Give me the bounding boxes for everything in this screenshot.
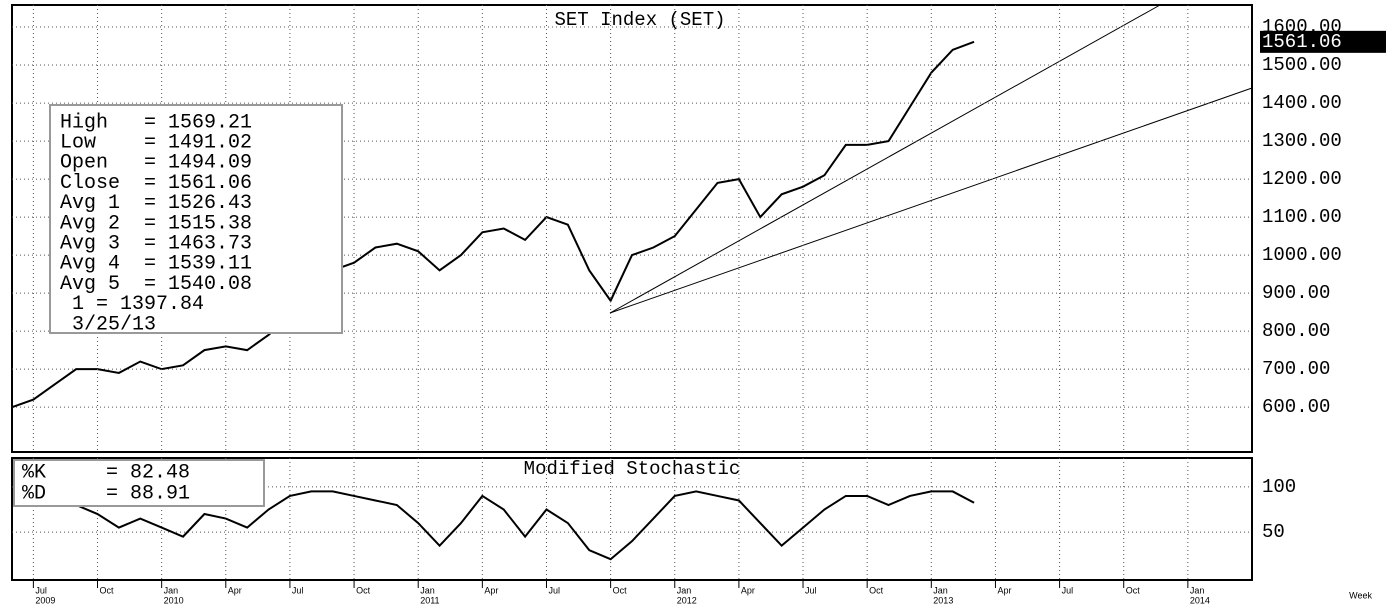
x-tick-label: Oct — [613, 585, 628, 595]
x-tick-label: Jan — [677, 585, 692, 595]
y-tick-label: 50 — [1262, 521, 1285, 543]
x-tick-label: Apr — [228, 585, 242, 595]
x-year-label: 2014 — [1190, 595, 1210, 605]
x-tick-label: Jul — [1062, 585, 1074, 595]
x-tick-label: Jan — [1190, 585, 1205, 595]
x-tick-label: Oct — [100, 585, 115, 595]
info-line: %D = 88.91 — [22, 482, 190, 505]
y-tick-label: 1200.00 — [1262, 168, 1342, 190]
x-year-label: 2012 — [677, 595, 697, 605]
last-price-label: 1561.06 — [1262, 31, 1342, 53]
x-tick-label: Jan — [933, 585, 948, 595]
info-line: Avg 5 = 1540.08 — [60, 273, 252, 296]
x-tick-label: Jul — [548, 585, 560, 595]
x-year-label: 2010 — [164, 595, 184, 605]
info-line: Open = 1494.09 — [60, 152, 252, 175]
x-tick-label: Jul — [35, 585, 47, 595]
y-tick-label: 800.00 — [1262, 320, 1330, 342]
y-tick-label: 900.00 — [1262, 282, 1330, 304]
info-line: Avg 3 = 1463.73 — [60, 232, 252, 255]
y-tick-label: 700.00 — [1262, 358, 1330, 380]
chart-title: Modified Stochastic — [524, 458, 741, 480]
y-tick-label: 1400.00 — [1262, 92, 1342, 114]
info-line: High = 1569.21 — [60, 111, 252, 134]
last-price-box — [1260, 30, 1386, 53]
y-tick-label: 1300.00 — [1262, 130, 1342, 152]
info-box — [49, 104, 343, 334]
x-tick-label: Apr — [484, 585, 498, 595]
x-tick-label: Apr — [741, 585, 755, 595]
x-year-label: 2011 — [420, 595, 439, 605]
info-line: 1 = 1397.84 — [60, 293, 204, 316]
x-tick-label: Oct — [356, 585, 371, 595]
info-line: Avg 1 = 1526.43 — [60, 192, 252, 215]
x-tick-label: Oct — [1126, 585, 1141, 595]
price-frame — [11, 4, 1253, 453]
x-tick-label: Apr — [997, 585, 1011, 595]
info-line: 3/25/13 — [60, 313, 156, 336]
x-tick-label: Jul — [292, 585, 304, 595]
y-tick-label: 1100.00 — [1262, 206, 1342, 228]
x-year-label: 2009 — [35, 595, 55, 605]
y-tick-label: 600.00 — [1262, 396, 1330, 418]
x-tick-label: Jan — [420, 585, 435, 595]
chart-title: SET Index (SET) — [554, 9, 725, 31]
trend-line — [609, 4, 1161, 314]
x-unit: Week — [1349, 590, 1372, 600]
info-line: Close = 1561.06 — [60, 172, 252, 195]
price-line — [11, 40, 975, 409]
y-tick-label: 100 — [1262, 476, 1296, 498]
x-tick-label: Jul — [805, 585, 817, 595]
info-line: %K = 82.48 — [22, 461, 190, 484]
info-box — [13, 459, 265, 507]
y-tick-label: 1500.00 — [1262, 54, 1342, 76]
info-line: Avg 4 = 1539.11 — [60, 253, 252, 276]
x-year-label: 2013 — [933, 595, 953, 605]
marks — [11, 5, 1252, 580]
y-tick-label: 1000.00 — [1262, 244, 1342, 266]
x-tick-label: Jan — [164, 585, 179, 595]
info-line: Avg 2 = 1515.38 — [60, 212, 252, 235]
trend-line — [609, 87, 1253, 314]
stoch-frame — [11, 457, 1253, 581]
info-line: Low = 1491.02 — [60, 131, 252, 154]
x-tick-label: Oct — [869, 585, 884, 595]
price-line — [75, 490, 975, 561]
